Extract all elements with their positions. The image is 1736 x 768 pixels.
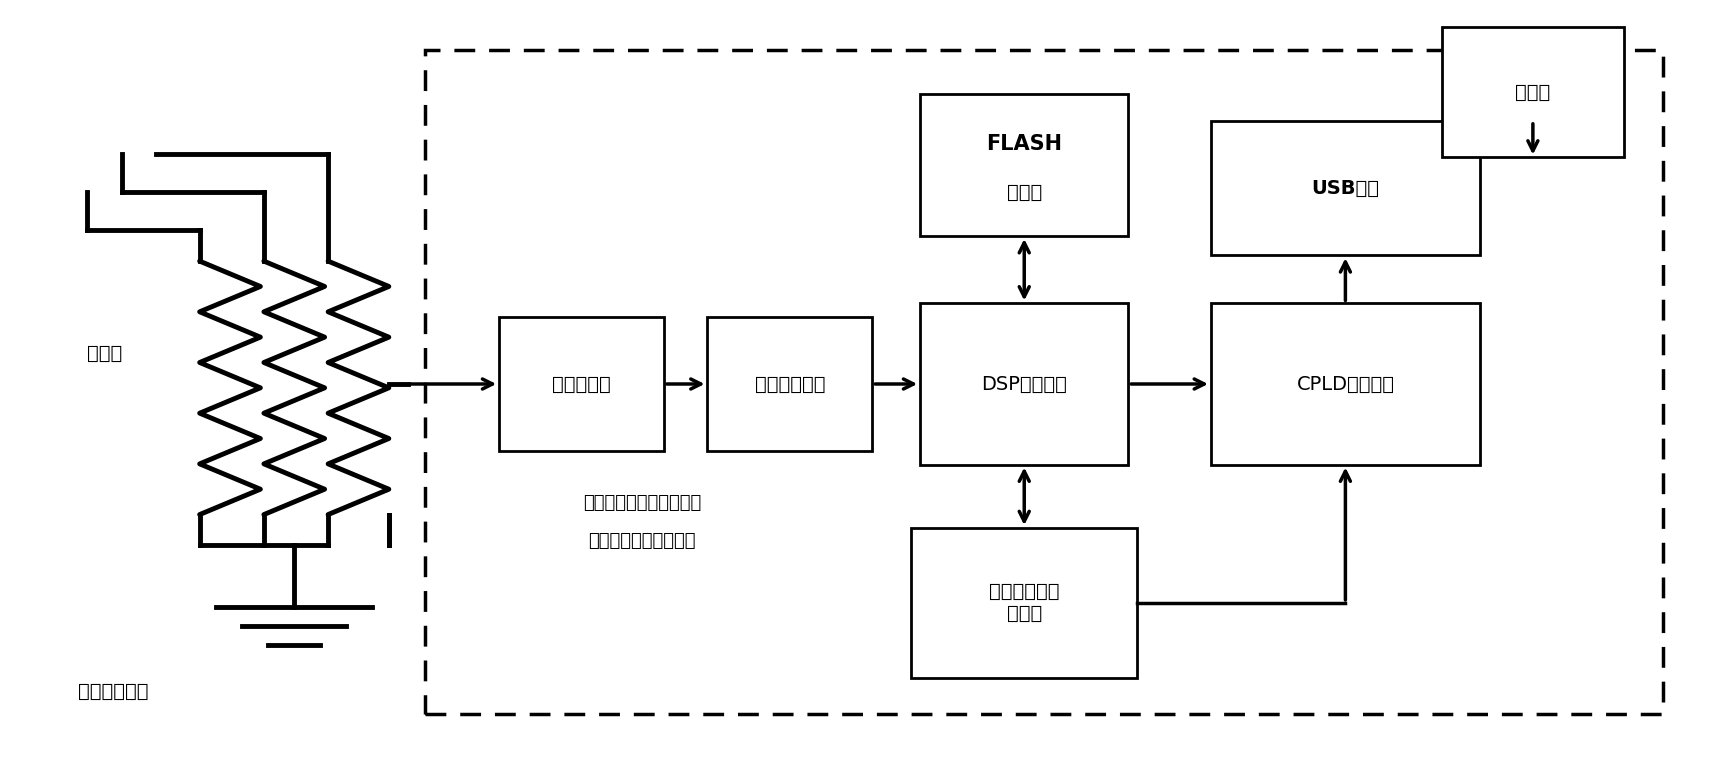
Bar: [1212, 121, 1479, 255]
Text: 模数转换模块: 模数转换模块: [755, 375, 825, 393]
Bar: [1212, 303, 1479, 465]
Text: 基于小波变换的变压器偏: 基于小波变换的变压器偏: [583, 494, 701, 512]
Bar: [1441, 27, 1625, 157]
Text: DSP控制单元: DSP控制单元: [981, 375, 1068, 393]
Bar: [920, 303, 1128, 465]
Text: 同步动态随机
存储器: 同步动态随机 存储器: [990, 582, 1059, 624]
Bar: [500, 317, 665, 452]
Text: 变电站接地网: 变电站接地网: [78, 682, 148, 700]
Text: 电流传感器: 电流传感器: [552, 375, 611, 393]
Bar: [920, 94, 1128, 237]
Bar: [425, 50, 1663, 714]
Bar: [708, 317, 873, 452]
Text: 上位机: 上位机: [1516, 83, 1550, 101]
Text: 变压器: 变压器: [87, 344, 122, 362]
Bar: [911, 528, 1137, 678]
Text: 存储器: 存储器: [1007, 183, 1042, 201]
Text: CPLD控制单元: CPLD控制单元: [1297, 375, 1394, 393]
Text: FLASH: FLASH: [986, 134, 1062, 154]
Text: 磁时励磁电流检测装置: 磁时励磁电流检测装置: [589, 532, 696, 551]
Text: USB接口: USB接口: [1311, 179, 1380, 197]
